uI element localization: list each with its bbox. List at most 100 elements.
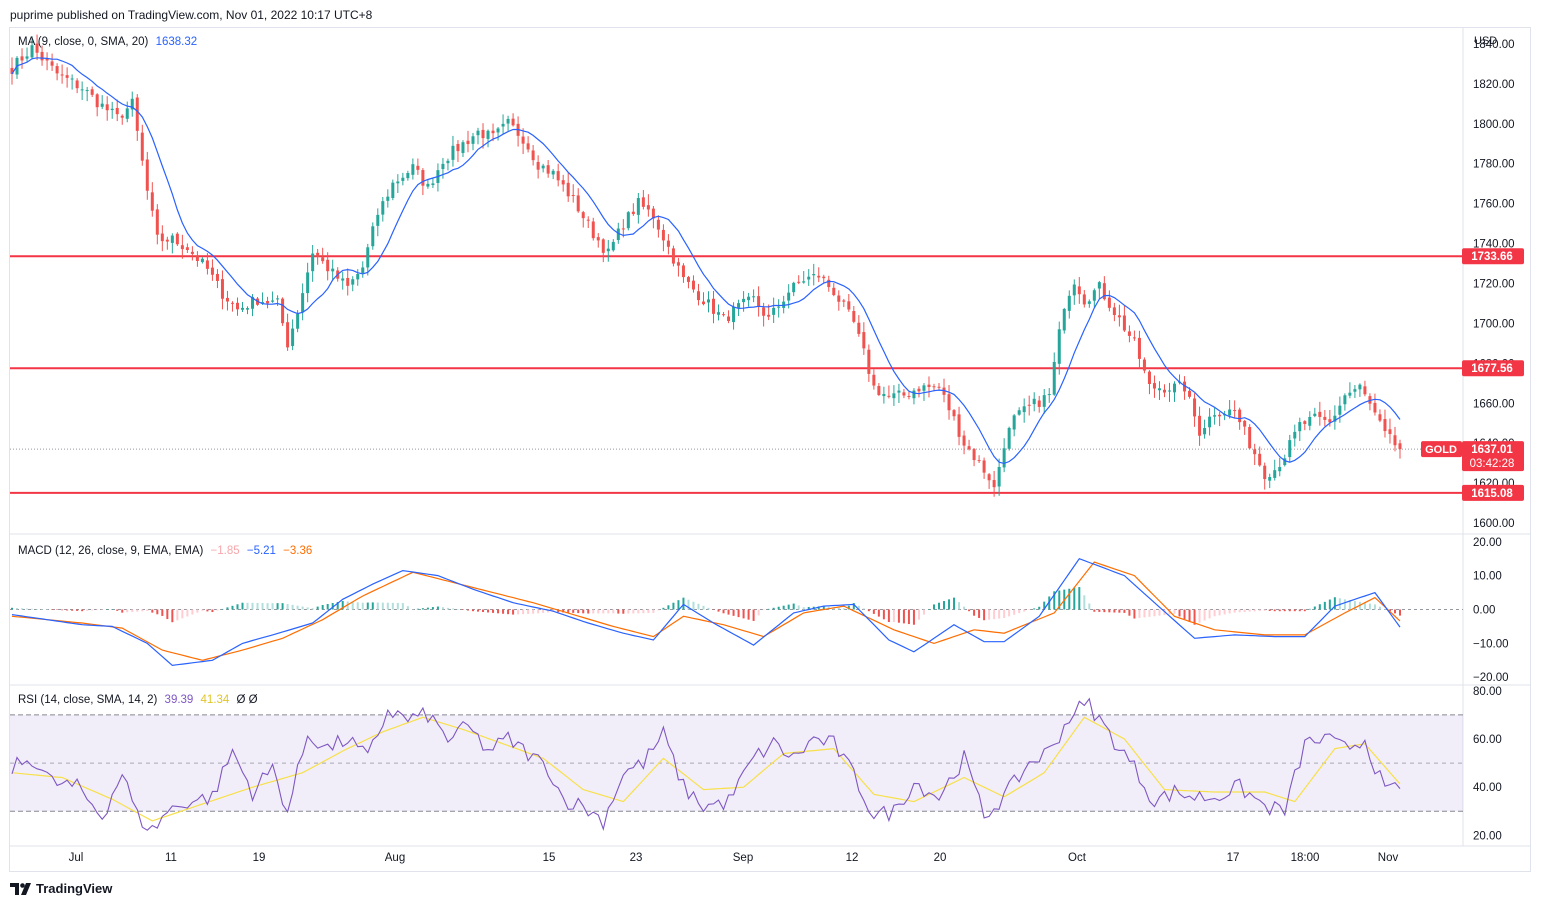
macd-hist-bar — [732, 609, 735, 616]
macd-hist-bar — [1008, 609, 1011, 617]
macd-hist-bar — [1078, 587, 1081, 610]
rsi-tick-label: 40.00 — [1473, 782, 1502, 794]
macd-hist-bar — [1343, 599, 1346, 610]
candle-body — [306, 272, 310, 294]
candle-body — [556, 171, 560, 181]
macd-hist-bar — [988, 609, 991, 620]
macd-hist-bar — [1243, 609, 1246, 612]
macd-hist-bar — [807, 606, 810, 610]
footer-brand[interactable]: TradingView — [10, 881, 112, 896]
macd-hist-bar — [617, 609, 620, 614]
candle — [301, 283, 305, 321]
candle — [471, 132, 475, 151]
candle — [80, 81, 84, 101]
candle — [1298, 417, 1302, 442]
candle-body — [882, 393, 886, 397]
candle — [917, 386, 921, 398]
macd-hist-bar — [902, 609, 905, 624]
candle-body — [621, 228, 625, 230]
candle-body — [1313, 413, 1317, 417]
candle-body — [982, 460, 986, 473]
candle — [1203, 419, 1207, 439]
macd-hist-bar — [1283, 609, 1286, 612]
candle — [1233, 400, 1237, 419]
candle — [456, 140, 460, 163]
macd-hist-bar — [517, 609, 520, 615]
candle-body — [812, 274, 816, 276]
candle-body — [802, 281, 806, 283]
macd-hist-bar — [1208, 609, 1211, 619]
candle — [125, 101, 129, 123]
candle-body — [827, 279, 831, 288]
candle — [556, 163, 560, 187]
candle-body — [616, 228, 620, 241]
macd-hist-bar — [1173, 609, 1176, 614]
candle — [892, 385, 896, 406]
candle — [501, 114, 505, 135]
macd-hist-bar — [1148, 609, 1151, 617]
candle-body — [566, 182, 570, 197]
candle — [135, 94, 139, 141]
macd-hist-bar — [36, 609, 39, 610]
candle-body — [922, 385, 926, 391]
macd-hist-bar — [256, 602, 259, 610]
macd-hist-bar — [301, 606, 304, 610]
candle-body — [1032, 398, 1036, 405]
macd-hist-bar — [411, 609, 414, 610]
macd-hist-bar — [371, 602, 374, 610]
macd-hist-bar — [31, 608, 34, 610]
candle — [516, 116, 520, 147]
macd-hist-bar — [1018, 609, 1021, 614]
candle — [982, 457, 986, 479]
macd-hist-bar — [41, 609, 44, 610]
macd-hist-bar — [532, 609, 535, 614]
macd-hist-bar — [141, 609, 144, 612]
candle-body — [90, 89, 94, 95]
candle — [190, 246, 194, 261]
macd-hist-bar — [211, 609, 214, 613]
ma-line — [11, 57, 1401, 465]
candle — [476, 127, 480, 145]
candle-body — [1303, 421, 1307, 424]
candle — [220, 270, 224, 310]
macd-hist-bar — [156, 609, 159, 615]
candle-body — [852, 311, 856, 322]
candle-body — [1308, 416, 1312, 426]
macd-hist-bar — [882, 609, 885, 620]
candle-body — [261, 302, 265, 304]
candle-body — [927, 384, 931, 388]
candle-body — [867, 349, 871, 374]
candle — [200, 257, 204, 264]
candle-body — [536, 161, 540, 170]
macd-hist-bar — [11, 607, 13, 610]
candle — [701, 292, 705, 306]
candle-body — [406, 173, 410, 179]
time-tick-label: Jul — [69, 852, 84, 864]
candle-body — [10, 67, 14, 74]
macd-hist-bar — [822, 606, 825, 610]
macd-hist-bar — [326, 603, 329, 610]
candle-body — [1353, 389, 1357, 392]
macd-hist-bar — [176, 609, 179, 621]
macd-hist-bar — [867, 609, 870, 612]
candle-body — [296, 314, 300, 329]
candle-body — [1323, 416, 1327, 420]
candle — [887, 385, 891, 399]
candle-body — [100, 103, 104, 107]
time-tick-label: 11 — [165, 852, 177, 864]
macd-hist-bar — [1218, 609, 1221, 616]
candle-body — [376, 214, 380, 226]
candle — [506, 115, 510, 131]
candle-body — [972, 449, 976, 461]
candle-body — [381, 201, 385, 215]
candle-body — [817, 275, 821, 278]
candle-body — [1398, 443, 1402, 450]
candle-body — [807, 276, 811, 280]
candle-body — [912, 390, 916, 399]
candle-body — [1077, 286, 1081, 295]
candle — [1338, 396, 1342, 423]
candle — [150, 182, 154, 217]
candle — [1228, 399, 1232, 419]
candle-body — [1288, 440, 1292, 458]
